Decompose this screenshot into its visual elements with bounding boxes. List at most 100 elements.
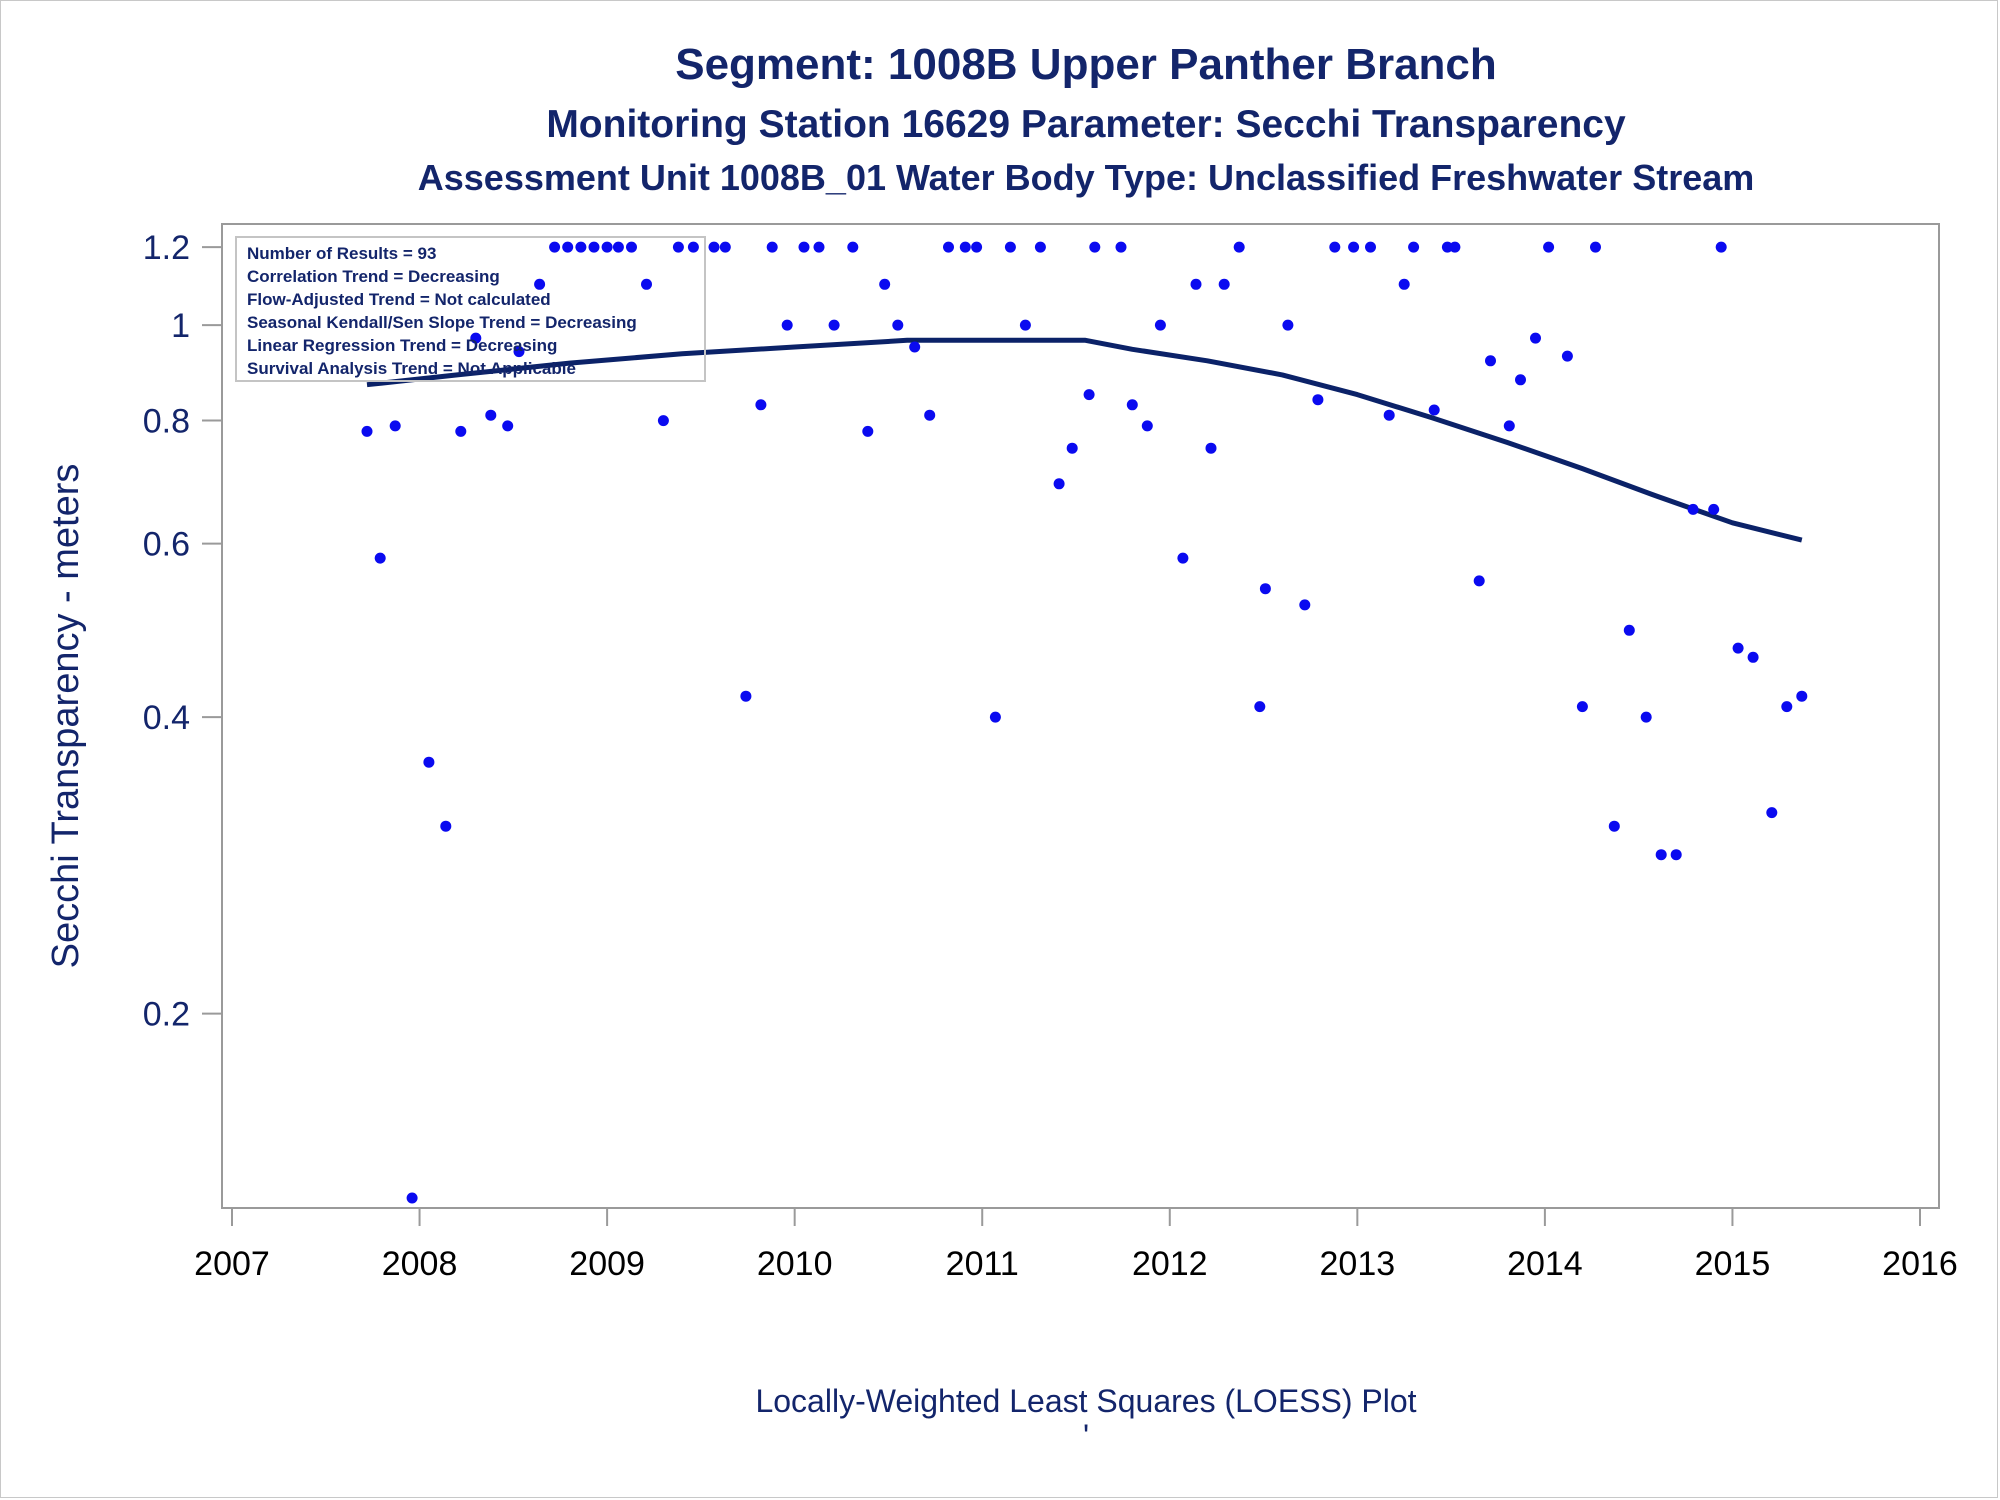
stats-linear-regression-trend: Linear Regression Trend = Decreasing xyxy=(247,336,557,355)
data-point xyxy=(766,241,778,253)
data-point xyxy=(1687,503,1699,515)
data-point xyxy=(1640,711,1652,723)
y-axis: 0.2 0.4 0.6 0.8 1 1.2 xyxy=(143,229,222,1034)
data-point xyxy=(1154,319,1166,331)
data-point xyxy=(612,241,624,253)
x-tick-label: 2007 xyxy=(194,1245,270,1283)
data-point xyxy=(755,399,767,411)
data-point xyxy=(1655,849,1667,861)
data-point xyxy=(1299,599,1311,611)
y-tick-label: 0.8 xyxy=(143,403,190,441)
data-point xyxy=(1449,241,1461,253)
stats-box-border xyxy=(235,236,706,382)
data-point xyxy=(1708,503,1720,515)
data-point xyxy=(1233,241,1245,253)
data-point xyxy=(943,241,954,253)
x-tick-label: 2014 xyxy=(1507,1245,1583,1283)
x-tick-label: 2015 xyxy=(1695,1245,1771,1283)
data-point xyxy=(1670,849,1682,861)
data-point xyxy=(1115,241,1127,253)
data-point xyxy=(534,278,546,290)
data-point xyxy=(1590,241,1601,253)
data-point xyxy=(959,241,971,253)
data-point xyxy=(1576,701,1588,713)
data-point xyxy=(1715,241,1727,253)
data-point xyxy=(1428,404,1440,416)
data-point xyxy=(1066,442,1078,454)
data-point xyxy=(1383,409,1395,421)
data-point xyxy=(423,756,435,768)
data-point xyxy=(1408,241,1420,253)
x-tick-label: 2012 xyxy=(1132,1245,1208,1283)
data-point xyxy=(641,278,652,290)
data-point xyxy=(485,409,497,421)
data-point xyxy=(892,319,904,331)
data-point xyxy=(406,1192,418,1204)
data-point xyxy=(389,420,401,432)
data-point xyxy=(1747,651,1759,663)
data-point xyxy=(781,319,793,331)
data-point xyxy=(440,820,452,832)
x-tick-label: 2016 xyxy=(1882,1245,1958,1283)
loess-curve xyxy=(366,337,1803,543)
data-point xyxy=(879,278,891,290)
footnote-mark: ' xyxy=(1083,1418,1089,1454)
data-point xyxy=(601,241,613,253)
data-point xyxy=(1019,319,1031,331)
data-point xyxy=(813,241,825,253)
data-point xyxy=(1083,389,1095,401)
data-point xyxy=(1126,399,1138,411)
data-point xyxy=(1515,374,1526,386)
data-point xyxy=(1530,332,1541,344)
data-point xyxy=(847,241,859,253)
data-point xyxy=(1503,420,1515,432)
data-point xyxy=(626,241,637,253)
y-tick-label: 0.6 xyxy=(143,526,190,564)
data-point xyxy=(1485,355,1496,367)
stats-number-of-results: Number of Results = 93 xyxy=(247,244,436,263)
data-point xyxy=(1053,478,1065,490)
data-point xyxy=(1781,701,1793,713)
loess-curve-layer xyxy=(366,337,1803,543)
stats-flow-adjusted-trend: Flow-Adjusted Trend = Not calculated xyxy=(247,290,551,309)
data-point xyxy=(361,425,373,437)
y-axis-label: Secchi Transparency - meters xyxy=(45,464,87,969)
data-point xyxy=(1766,807,1778,819)
x-tick-label: 2011 xyxy=(946,1245,1019,1283)
data-point xyxy=(455,425,467,437)
data-point xyxy=(549,241,561,253)
data-point xyxy=(1796,690,1808,702)
data-point xyxy=(687,241,699,253)
data-point xyxy=(1561,350,1573,362)
data-point xyxy=(971,241,983,253)
data-point xyxy=(1254,701,1266,713)
stats-survival-analysis-trend: Survival Analysis Trend = Not Applicable xyxy=(247,359,576,378)
x-tick-label: 2010 xyxy=(757,1245,833,1283)
data-point xyxy=(1089,241,1101,253)
data-point xyxy=(1623,624,1635,636)
data-point xyxy=(1732,642,1744,654)
data-point xyxy=(989,711,1001,723)
data-point xyxy=(1365,241,1376,253)
data-point xyxy=(719,241,731,253)
plot-area-border xyxy=(221,223,1940,1209)
data-point xyxy=(862,425,874,437)
data-point xyxy=(672,241,684,253)
data-point xyxy=(1205,442,1217,454)
x-axis: 2007 2008 2009 2010 2011 2012 2013 2014 2015 2016 xyxy=(194,1208,1958,1283)
x-tick-label: 2013 xyxy=(1320,1245,1396,1283)
data-point xyxy=(562,241,574,253)
data-point xyxy=(1218,278,1230,290)
data-point xyxy=(575,241,587,253)
chart-subtitle-unit: Assessment Unit 1008B_01 Water Body Type… xyxy=(418,157,1755,198)
y-tick-label: 0.2 xyxy=(143,996,190,1034)
stats-seasonal-kendall-trend: Seasonal Kendall/Sen Slope Trend = Decre… xyxy=(247,313,637,332)
data-point xyxy=(828,319,840,331)
data-point xyxy=(1473,575,1485,587)
x-tick-label: 2008 xyxy=(382,1245,458,1283)
data-point xyxy=(1312,394,1324,406)
chart-title: Segment: 1008B Upper Panther Branch xyxy=(675,40,1497,89)
data-point xyxy=(1034,241,1046,253)
